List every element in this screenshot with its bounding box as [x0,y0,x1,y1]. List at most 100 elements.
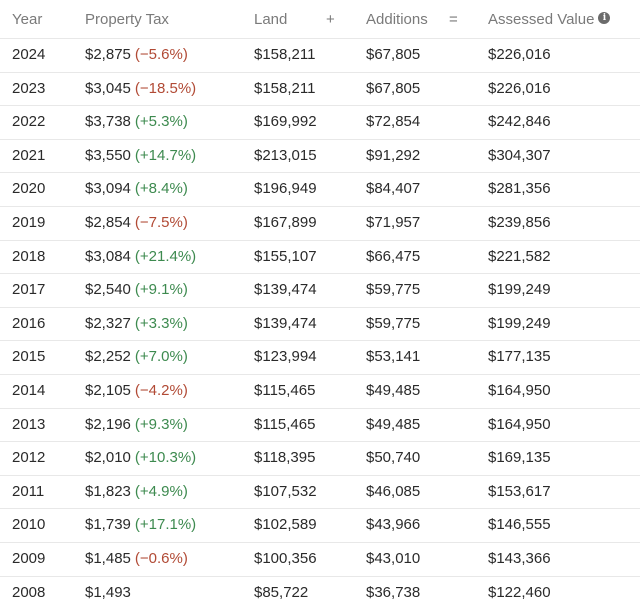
row-assessed-value: $226,016 [488,46,551,63]
header-year: Year [12,11,43,28]
row-assessed-value: $177,135 [488,348,551,366]
row-property-tax: $2,252 (+7.0%) [85,348,188,365]
row-property-tax: $1,823 (+4.9%) [85,483,188,500]
tax-amount: $2,854 [85,214,131,231]
table-row: 2019 $2,854 (−7.5%) $167,899 $71,957 $239,856 [0,206,640,240]
tax-change-percent: (−0.6%) [134,550,188,567]
table-row: 2010 $1,739 (+17.1%) $102,589 $43,966 $146,55… [0,508,640,542]
row-additions: $84,407 [366,180,421,198]
tax-amount: $1,485 [85,550,131,567]
row-year: 2011 [12,482,45,500]
row-additions: $53,141 [366,348,421,366]
row-additions: $59,775 [366,314,421,332]
row-assessed-value: $146,555 [488,516,551,534]
table-row: 2012 $2,010 (+10.3%) $118,395 $50,740 $169,13… [0,441,640,475]
tax-change-percent: (+9.3%) [134,415,188,433]
row-land: $118,395 [254,449,316,467]
row-land: $85,722 [254,583,309,601]
row-property-tax: $3,550 (+14.7%) [85,147,196,164]
table-row: 2013 $2,196 (+9.3%) $115,465 $49,485 $164,950 [0,407,640,442]
row-assessed-value: $153,617 [488,482,551,500]
row-land: $167,899 [254,214,317,231]
row-assessed-value: $281,356 [488,180,551,198]
row-land: $158,211 [254,46,316,63]
row-property-tax: $2,105 (−4.2%) [85,382,188,399]
row-additions: $91,292 [366,146,421,164]
table-row: 2018 $3,084 (+21.4%) $155,107 $66,475 $221,58… [0,239,640,274]
row-additions: $67,805 [366,46,421,63]
tax-change-percent: (+3.3%) [134,314,188,332]
tax-amount: $2,105 [85,382,131,399]
tax-change-percent: (+7.0%) [134,348,188,366]
table-row: 2009 $1,485 (−0.6%) $100,356 $43,010 $143,366 [0,542,640,576]
row-land: $102,589 [254,516,317,534]
row-assessed-value: $242,846 [488,113,551,131]
row-property-tax: $3,094 (+8.4%) [85,180,188,197]
row-additions: $71,957 [366,214,421,231]
table-row: 2016 $2,327 (+3.3%) $139,474 $59,775 $199,249 [0,306,640,341]
row-property-tax: $2,327 (+3.3%) [85,315,188,332]
tax-change-percent: (−5.6%) [134,46,188,63]
row-property-tax: $3,738 (+5.3%) [85,113,188,130]
tax-change-percent: (+5.3%) [134,113,188,131]
row-year: 2010 [12,516,46,534]
row-property-tax: $2,010 (+10.3%) [85,449,196,466]
row-assessed-value: $164,950 [488,382,551,399]
row-additions: $46,085 [366,482,421,500]
header-property-tax: Property Tax [85,11,169,28]
row-year: 2018 [12,247,46,265]
row-year: 2019 [12,214,46,231]
row-assessed-value: $226,016 [488,79,551,97]
row-year: 2017 [12,281,46,299]
tax-amount: $2,540 [85,281,131,299]
row-assessed-value: $304,307 [488,146,551,164]
row-additions: $50,740 [366,449,421,467]
row-property-tax: $1,739 (+17.1%) [85,516,196,533]
row-additions: $66,475 [366,247,421,265]
row-land: $139,474 [254,314,317,332]
row-year: 2022 [12,113,46,131]
tax-change-percent: (+14.7%) [134,146,197,164]
info-icon[interactable]: i [598,12,611,24]
row-year: 2021 [12,146,46,164]
row-land: $158,211 [254,79,316,97]
row-year: 2013 [12,415,46,433]
table-row: 2023 $3,045 (−18.5%) $158,211 $67,805 $226,01… [0,71,640,106]
row-assessed-value: $199,249 [488,314,551,332]
table-row: 2014 $2,105 (−4.2%) $115,465 $49,485 $164,950 [0,374,640,408]
table-row: 2011 $1,823 (+4.9%) $107,532 $46,085 $153,617 [0,474,640,509]
header-equals-sign: = [449,11,458,28]
row-additions: $43,010 [366,550,421,567]
table-row: 2022 $3,738 (+5.3%) $169,992 $72,854 $242,846 [0,105,640,139]
row-land: $169,992 [254,113,317,131]
row-land: $115,465 [254,415,316,433]
tax-amount: $3,084 [85,247,131,265]
tax-amount: $3,045 [85,79,131,97]
row-assessed-value: $122,460 [488,583,551,601]
row-land: $196,949 [254,180,317,198]
tax-amount: $2,010 [85,449,131,467]
row-property-tax: $1,485 (−0.6%) [85,550,188,567]
tax-amount: $3,738 [85,113,131,131]
table-row: 2020 $3,094 (+8.4%) $196,949 $84,407 $281,356 [0,172,640,206]
tax-amount: $3,550 [85,146,131,164]
table-header: Year Property Tax Land + Additions = Ass… [0,0,640,38]
header-assessed-value: Assessed Value i [488,11,611,28]
row-land: $139,474 [254,281,317,299]
row-assessed-value: $143,366 [488,550,551,567]
tax-amount: $3,094 [85,180,131,198]
header-plus-sign: + [326,11,335,28]
tax-change-percent: (+10.3%) [134,449,197,467]
tax-change-percent: (+17.1%) [134,516,197,534]
row-year: 2009 [12,550,46,567]
tax-amount: $2,252 [85,348,131,366]
tax-change-percent: (+9.1%) [134,281,188,299]
tax-change-percent: (+21.4%) [134,247,197,265]
row-land: $107,532 [254,482,317,500]
tax-change-percent: (−7.5%) [134,214,188,231]
row-additions: $49,485 [366,415,421,433]
row-land: $100,356 [254,550,317,567]
tax-amount: $2,196 [85,415,131,433]
row-assessed-value: $164,950 [488,415,551,433]
